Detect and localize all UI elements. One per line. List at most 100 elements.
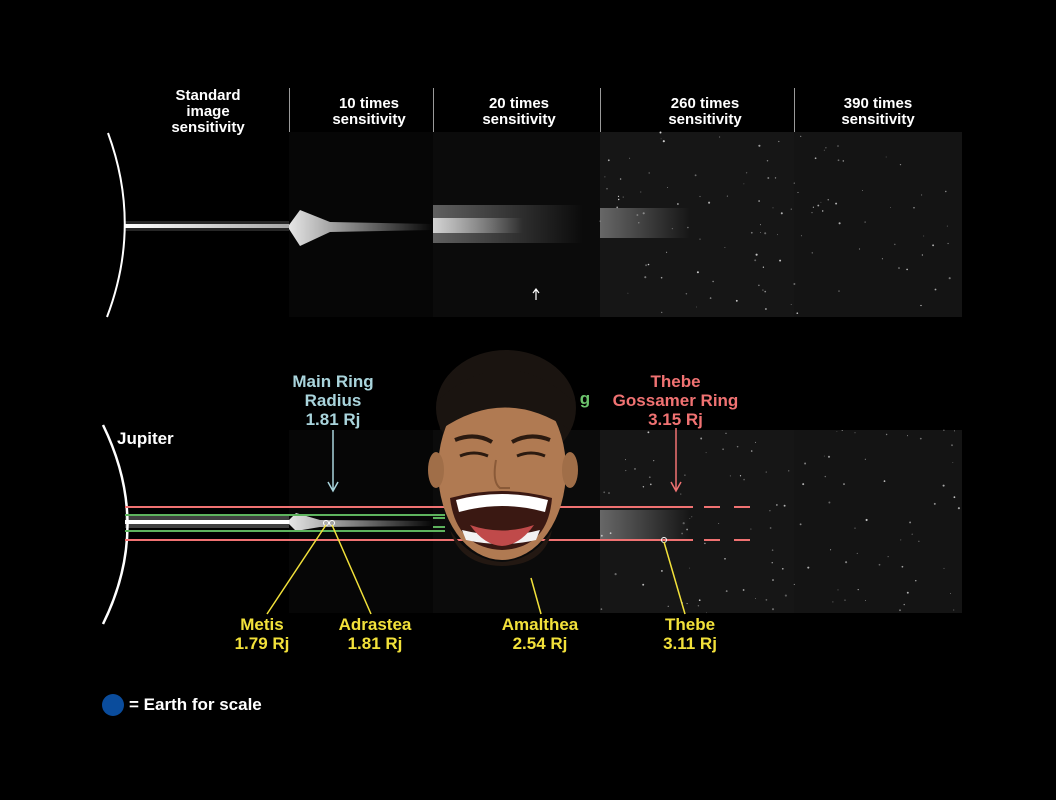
star-dot <box>900 539 902 541</box>
star-dot <box>647 431 650 434</box>
star-dot <box>906 591 909 594</box>
star-dot <box>774 177 777 179</box>
star-dot <box>726 195 728 197</box>
star-dot <box>841 429 843 432</box>
star-dot <box>857 588 859 591</box>
thebe-ring-label: Thebe Gossamer Ring 3.15 Rj <box>612 372 739 429</box>
star-dot <box>832 601 834 603</box>
star-dot <box>948 277 951 280</box>
star-dot <box>921 254 924 256</box>
star-dot <box>800 135 802 138</box>
star-dot <box>686 528 688 531</box>
star-dot <box>625 459 626 461</box>
star-dot <box>894 243 896 246</box>
star-dot <box>745 172 748 174</box>
star-dot <box>758 200 760 202</box>
star-dot <box>617 195 620 198</box>
star-dot <box>686 603 688 605</box>
star-dot <box>705 452 707 454</box>
jupiter-limb-top <box>106 132 126 318</box>
star-dot <box>755 441 757 443</box>
star-dot <box>708 201 711 204</box>
star-dot <box>878 563 881 566</box>
star-dot <box>915 580 917 582</box>
star-dot <box>680 493 682 495</box>
star-dot <box>784 594 787 597</box>
star-dot <box>777 234 778 236</box>
jupiter-label: Jupiter <box>117 429 174 448</box>
star-dot <box>645 264 648 267</box>
star-dot <box>793 182 795 184</box>
star-dot <box>642 212 645 215</box>
star-dot <box>952 462 954 463</box>
star-dot <box>953 496 956 499</box>
main-ring-label: Main Ring Radius 1.81 Rj <box>292 372 374 429</box>
star-field <box>599 131 951 315</box>
star-dot <box>790 208 792 210</box>
star-dot <box>719 136 721 138</box>
header-standard: Standard image sensitivity <box>171 87 245 136</box>
star-dot <box>750 450 753 452</box>
star-dot <box>772 207 774 209</box>
star-dot <box>823 149 825 151</box>
star-dot <box>947 242 949 245</box>
star-dot <box>865 600 867 601</box>
star-dot <box>698 599 701 602</box>
header-390x: 390 times sensitivity <box>841 95 915 128</box>
star-dot <box>830 549 832 551</box>
star-dot <box>754 597 757 600</box>
star-dot <box>699 195 701 198</box>
star-dot <box>945 190 947 193</box>
star-dot <box>694 174 697 177</box>
star-dot <box>827 455 831 458</box>
star-dot <box>800 235 802 237</box>
star-dot <box>642 486 645 488</box>
star-dot <box>919 437 922 440</box>
star-dot <box>736 445 739 448</box>
star-dot <box>933 502 936 505</box>
star-dot <box>901 565 904 568</box>
star-dot <box>648 476 651 479</box>
star-dot <box>837 145 839 147</box>
star-dot <box>608 492 610 494</box>
star-dot <box>844 599 846 601</box>
legend: = Earth for scale <box>102 694 262 716</box>
star-dot <box>725 590 728 593</box>
header-divider <box>289 88 290 132</box>
star-dot <box>776 504 778 506</box>
star-dot <box>649 483 652 486</box>
ring-b-260x <box>600 510 690 540</box>
star-dot <box>837 589 839 591</box>
star-dot <box>667 605 669 607</box>
star-dot <box>943 429 945 431</box>
star-dot <box>677 203 679 205</box>
star-dot <box>666 251 668 253</box>
ring-standard <box>125 224 289 228</box>
star-dot <box>780 212 783 215</box>
star-dot <box>599 220 601 222</box>
star-dot <box>918 540 920 542</box>
star-dot <box>812 206 815 208</box>
star-dot <box>609 532 612 535</box>
star-dot <box>881 258 883 260</box>
star-dot <box>625 470 627 472</box>
star-dot <box>700 437 703 440</box>
star-dot <box>644 276 647 279</box>
star-dot <box>856 552 858 554</box>
star-dot <box>772 579 774 581</box>
star-dot <box>906 268 908 271</box>
star-dot <box>671 227 674 230</box>
star-dot <box>843 483 845 486</box>
star-dot <box>648 172 650 174</box>
cartoon-face-overlay <box>428 350 578 566</box>
star-dot <box>811 212 813 214</box>
star-dot <box>667 187 668 189</box>
star-dot <box>827 199 829 201</box>
star-dot <box>783 504 786 507</box>
star-dot <box>616 206 619 209</box>
star-dot <box>647 263 650 266</box>
star-dot <box>920 304 922 307</box>
star-dot <box>660 138 662 140</box>
moon-label-metis: Metis 1.79 Rj <box>234 615 290 653</box>
star-dot <box>771 562 773 564</box>
